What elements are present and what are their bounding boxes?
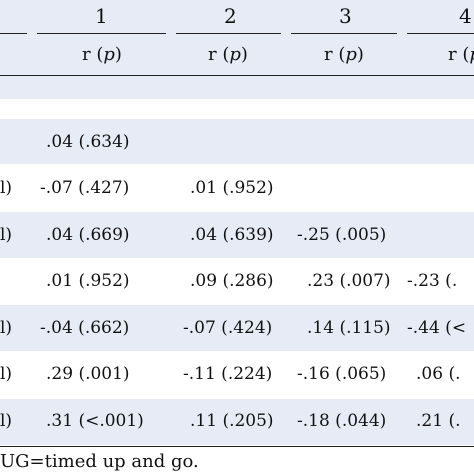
- row-5-c2: -.07 (.424): [183, 318, 273, 338]
- row-7-c4: .21 (.: [416, 411, 461, 431]
- row-4-c3: .23 (.007): [307, 271, 391, 291]
- table-bottom-rule: [0, 446, 474, 447]
- row-5-c4: -.44 (<: [407, 318, 467, 338]
- row-band-7: [0, 399, 474, 445]
- row-4-c2: .09 (.286): [190, 271, 274, 291]
- subheader-r-p-3: r (p): [324, 44, 364, 65]
- row-7-c3: -.18 (.044): [297, 411, 387, 431]
- header-rule-4: [407, 33, 474, 34]
- row-4-c1: .01 (.952): [46, 271, 130, 291]
- row-3-label: l): [0, 225, 13, 245]
- row-5-c3: .14 (.115): [307, 318, 391, 338]
- row-band-1: [0, 119, 474, 164]
- row-5-c1: -.04 (.662): [40, 318, 130, 338]
- row-6-label: l): [0, 364, 13, 384]
- row-2-c1: -.07 (.427): [40, 178, 130, 198]
- row-7-c2: .11 (.205): [190, 411, 274, 431]
- row-2-label: l): [0, 178, 13, 198]
- footnote: UG=timed up and go.: [0, 451, 199, 472]
- row-6-c2: -.11 (.224): [183, 364, 273, 384]
- row-7-c1: .31 (<.001): [46, 411, 144, 431]
- column-header-1: 1: [95, 4, 108, 28]
- column-header-2: 2: [224, 4, 237, 28]
- row-2-c2: .01 (.952): [190, 178, 274, 198]
- row-6-c4: .06 (.: [416, 364, 461, 384]
- header-rule-left: [0, 33, 27, 34]
- row-1-c1: .04 (.634): [46, 132, 130, 152]
- row-6-c1: .29 (.001): [46, 364, 130, 384]
- row-4-c4: -.23 (.: [407, 271, 458, 291]
- header-band: [0, 0, 474, 99]
- row-band-3: [0, 212, 474, 258]
- column-header-4: 4: [459, 4, 472, 28]
- subheader-r-p-1: r (p): [82, 44, 122, 65]
- row-3-c2: .04 (.639): [190, 225, 274, 245]
- header-rule-2: [176, 33, 281, 34]
- column-header-3: 3: [339, 4, 352, 28]
- header-rule-1: [37, 33, 166, 34]
- subheader-r-p-2: r (p): [208, 44, 248, 65]
- header-bottom-rule: [0, 75, 474, 76]
- subheader-r-p-4: r (p): [448, 44, 474, 65]
- row-3-c3: -.25 (.005): [297, 225, 387, 245]
- row-6-c3: -.16 (.065): [297, 364, 387, 384]
- header-rule-3: [291, 33, 397, 34]
- row-3-c1: .04 (.669): [46, 225, 130, 245]
- row-5-label: l): [0, 318, 13, 338]
- row-7-label: l): [0, 411, 13, 431]
- row-band-5: [0, 305, 474, 351]
